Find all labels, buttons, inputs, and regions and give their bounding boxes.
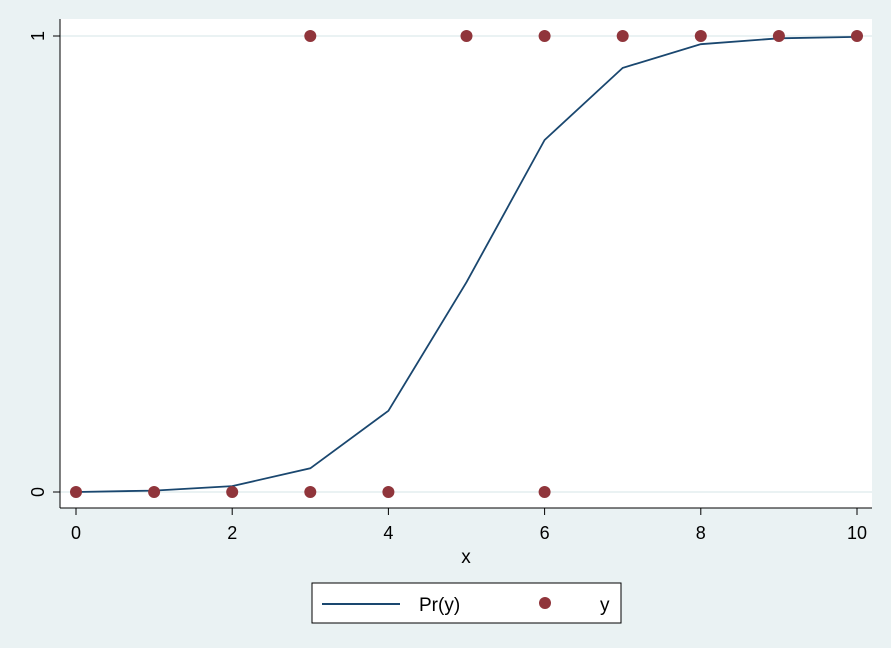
x-tick-label: 6 (540, 523, 550, 543)
scatter-point-y (538, 30, 551, 42)
scatter-point-y (226, 486, 239, 498)
scatter-point-y (851, 30, 863, 42)
scatter-point-y (772, 30, 785, 42)
x-tick-label: 8 (696, 523, 706, 543)
scatter-point-y (460, 30, 473, 42)
legend: Pr(y) y (311, 582, 622, 624)
legend-label-y: y (600, 595, 610, 616)
x-tick-label: 2 (227, 523, 237, 543)
scatter-point-y (694, 30, 707, 42)
series-line-pr (75, 36, 858, 493)
x-tick-label: 4 (383, 523, 393, 543)
scatter-point-y (616, 30, 629, 42)
scatter-point-y (148, 486, 161, 498)
y-tick-label: 1 (28, 31, 48, 41)
legend-dot-swatch (539, 597, 551, 609)
scatter-point-y (538, 486, 551, 498)
scatter-point-y (304, 30, 317, 42)
x-tick-label: 10 (847, 523, 867, 543)
y-tick-label: 0 (28, 487, 48, 497)
scatter-point-y (382, 486, 395, 498)
series (70, 30, 863, 498)
axis-ticks: 010 2 4 6 8 10 (28, 31, 867, 543)
x-tick-label: 0 (71, 523, 81, 543)
scatter-point-y (304, 486, 317, 498)
plot-area (60, 19, 872, 508)
x-axis-title: x (461, 547, 471, 568)
legend-label-pr: Pr(y) (419, 595, 460, 616)
scatter-point-y (70, 486, 82, 498)
